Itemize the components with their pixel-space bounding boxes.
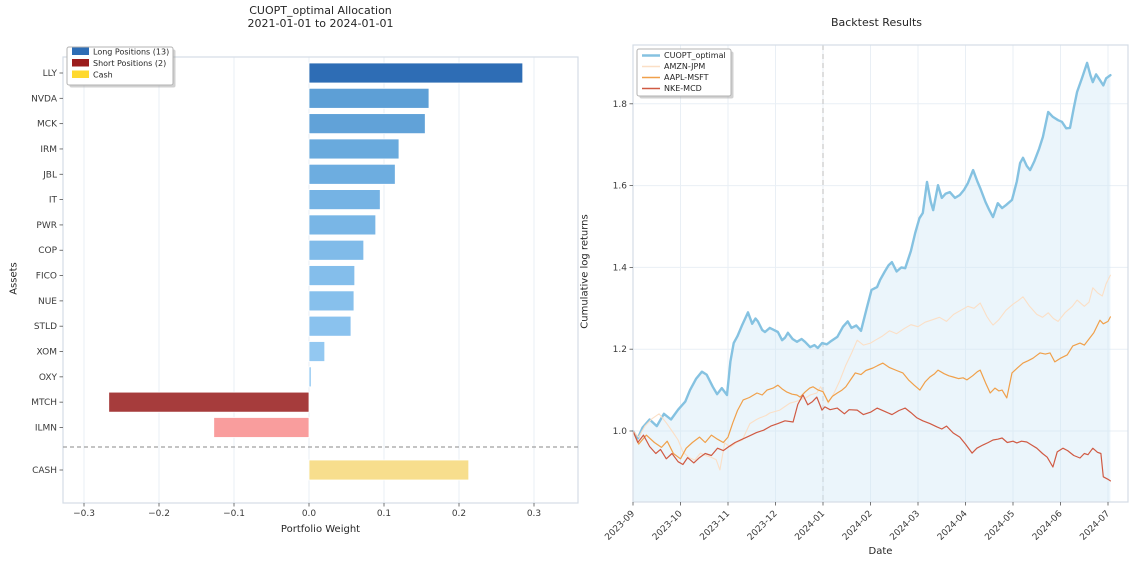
xtick-label-date: 2024-05: [983, 509, 1017, 543]
legend-label: NKE-MCD: [664, 84, 702, 93]
xtick-label: −0.2: [148, 509, 170, 519]
ytick-label-IT: IT: [49, 196, 58, 206]
xtick-label: 0.3: [527, 509, 541, 519]
bar-MTCH: [108, 391, 310, 413]
ytick-label: 1.2: [613, 345, 627, 355]
ytick-label-ILMN: ILMN: [35, 423, 57, 433]
xtick-label-date: 2024-04: [936, 509, 970, 543]
ytick-label: 1.8: [613, 100, 628, 110]
xtick-label: 0.1: [377, 509, 391, 519]
ytick-label-STLD: STLD: [34, 322, 57, 332]
allocation-bars: [108, 62, 524, 481]
bar-OXY: [308, 366, 312, 388]
allocation-yaxis-label: Assets: [8, 262, 20, 295]
ytick-label-PWR: PWR: [36, 221, 57, 231]
allocation-xaxis-label: Portfolio Weight: [280, 524, 361, 535]
backtest-plot-border: [632, 44, 1129, 503]
allocation-plot-border: [62, 56, 579, 504]
legend-box: [636, 48, 732, 97]
legend-label: Long Positions (13): [93, 48, 169, 57]
legend-label: Short Positions (2): [93, 59, 166, 68]
legend-label: AAPL-MSFT: [664, 73, 709, 82]
xtick-label-date: 2023-09: [603, 509, 637, 543]
xtick-label-date: 2024-07: [1078, 509, 1112, 543]
ytick-label-COP: COP: [38, 246, 57, 256]
legend-swatch: [72, 70, 89, 78]
allocation-chart: LLY NVDA MCK IRM JBL IT PWR COP FICO NUE STLD XOM OX…: [31, 46, 579, 519]
series-line-CUOPT_optimal: [631, 61, 1112, 440]
legend-label: Cash: [93, 71, 113, 80]
allocation-legend: Long Positions (13) Short Positions (2) Ca…: [66, 46, 176, 88]
bar-ILMN: [213, 417, 310, 438]
bar-MCK: [308, 113, 426, 135]
backtest-chart: 1.0 1.2 1.4 1.6 1.8 2023-09 2023-10 2023-11 2023…: [603, 44, 1129, 543]
ytick-label: 1.0: [613, 427, 628, 437]
legend-label: AMZN-JPM: [664, 62, 705, 71]
bar-STLD: [308, 315, 352, 337]
ytick-label-NVDA: NVDA: [31, 94, 58, 104]
bar-PWR: [308, 214, 377, 236]
allocation-chart-subtitle: 2021-01-01 to 2024-01-01: [247, 17, 394, 30]
legend-box: [66, 46, 174, 86]
ytick-label: 1.6: [613, 182, 628, 192]
series-line-AMZN-JPM: [632, 274, 1111, 471]
ytick-label-JBL: JBL: [42, 170, 57, 180]
series-line-NKE-MCD: [632, 394, 1111, 482]
bar-COP: [308, 239, 365, 261]
legend-label: CUOPT_optimal: [664, 51, 726, 60]
ytick-label-OXY: OXY: [39, 373, 58, 383]
backtest-yaxis-label: Cumulative log returns: [579, 214, 591, 329]
allocation-chart-title: CUOPT_optimal Allocation: [249, 4, 392, 17]
bar-JBL: [308, 163, 396, 185]
backtest-xaxis-label: Date: [868, 546, 893, 557]
xtick-label-date: 2024-06: [1031, 509, 1065, 543]
xtick-label-date: 2023-12: [746, 509, 780, 543]
xtick-label: −0.3: [73, 509, 95, 519]
ytick-label-MCK: MCK: [37, 120, 58, 130]
bar-FICO: [308, 265, 356, 286]
bar-LLY: [308, 62, 524, 84]
xtick-label-date: 2023-10: [651, 509, 685, 543]
bar-NUE: [308, 290, 355, 312]
ytick-label-FICO: FICO: [36, 272, 57, 282]
bar-XOM: [308, 341, 326, 362]
series-fill-CUOPT_optimal: [633, 62, 1111, 503]
ytick-label-CASH: CASH: [32, 466, 57, 476]
xtick-label-date: 2024-02: [841, 509, 875, 543]
xtick-label: −0.1: [223, 509, 245, 519]
ytick-label-MTCH: MTCH: [31, 398, 57, 408]
bar-IT: [308, 189, 381, 211]
xtick-label: 0.2: [452, 509, 466, 519]
ytick-label-XOM: XOM: [37, 348, 57, 358]
ytick-label-IRM: IRM: [40, 145, 57, 155]
bar-IRM: [308, 138, 400, 160]
ytick-label-LLY: LLY: [43, 69, 58, 79]
legend-swatch: [72, 59, 89, 67]
xtick-label: 0.0: [302, 509, 317, 519]
legend-swatch: [72, 47, 89, 55]
backtest-chart-title: Backtest Results: [830, 16, 923, 29]
xtick-label-date: 2024-01: [793, 509, 827, 543]
backtest-legend: CUOPT_optimal AMZN-JPM AAPL-MSFT NKE-MCD: [636, 48, 734, 99]
xtick-label-date: 2024-03: [888, 509, 922, 543]
series-line-AAPL-MSFT: [632, 316, 1111, 460]
xtick-label-date: 2023-11: [698, 509, 732, 543]
ytick-label: 1.4: [613, 263, 628, 273]
bar-NVDA: [308, 87, 430, 109]
bar-CASH: [308, 459, 470, 481]
ytick-label-NUE: NUE: [38, 297, 57, 307]
